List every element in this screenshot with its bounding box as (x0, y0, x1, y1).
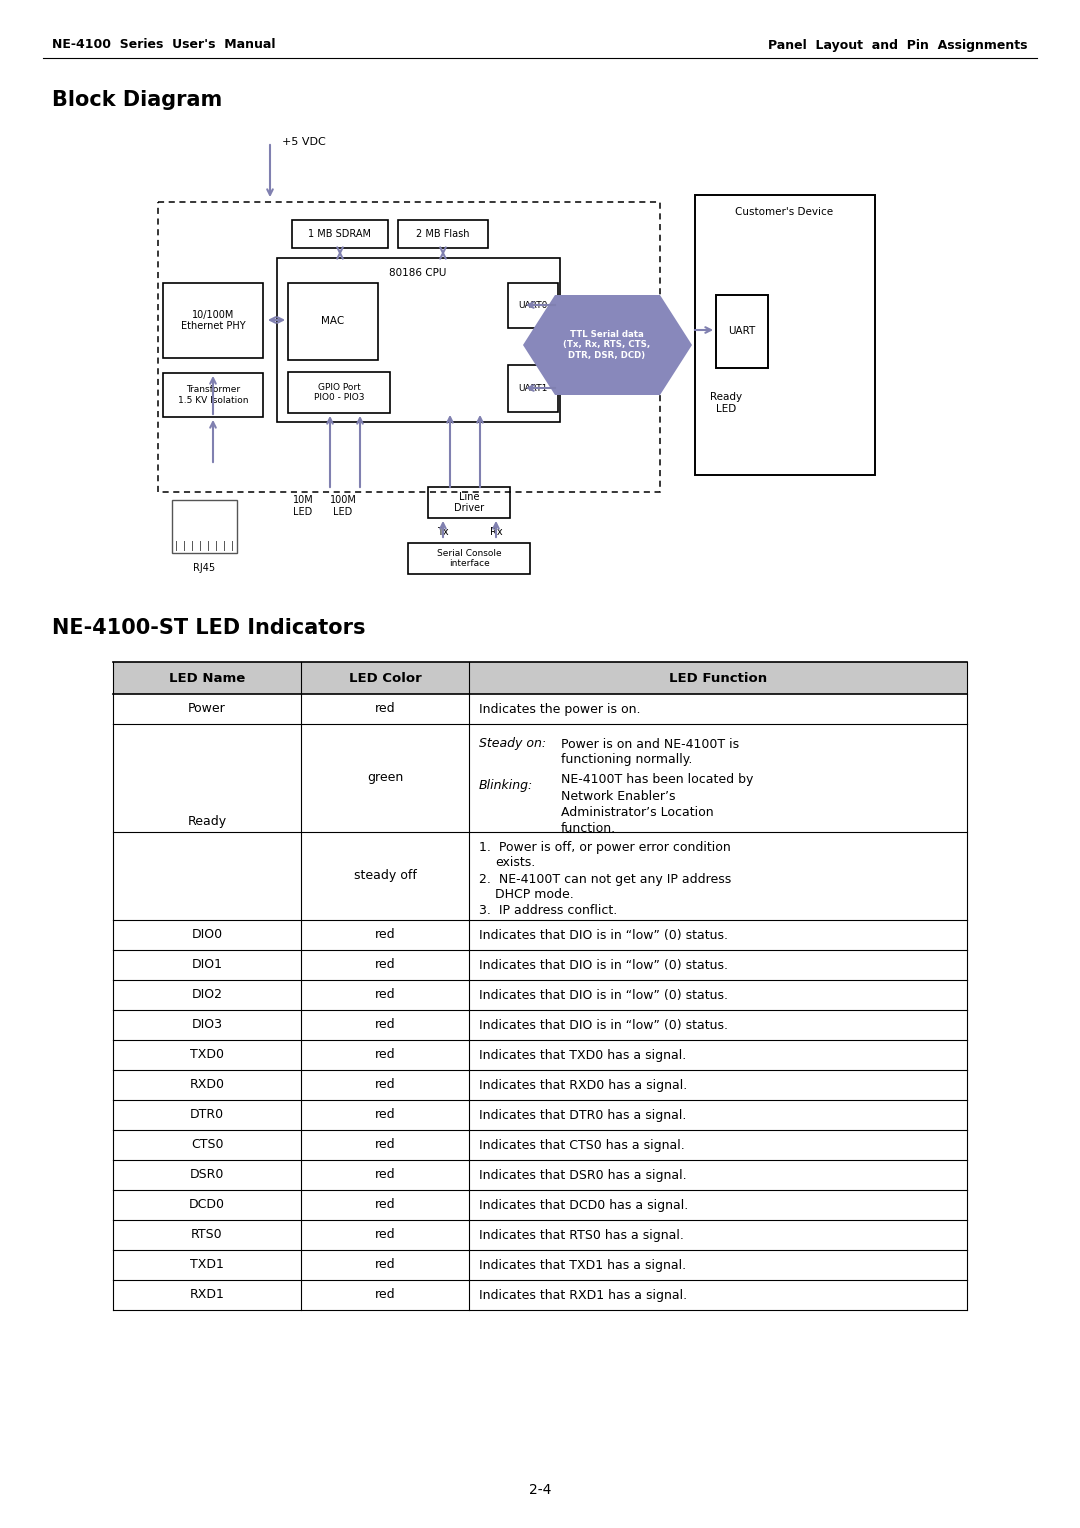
Text: Indicates that RXD1 has a signal.: Indicates that RXD1 has a signal. (480, 1288, 687, 1302)
Text: Indicates that RXD0 has a signal.: Indicates that RXD0 has a signal. (480, 1079, 687, 1091)
Text: Administrator’s Location: Administrator’s Location (561, 805, 714, 819)
Text: +5 VDC: +5 VDC (282, 138, 326, 147)
Text: DIO3: DIO3 (191, 1019, 222, 1031)
Text: Indicates that TXD0 has a signal.: Indicates that TXD0 has a signal. (480, 1048, 686, 1062)
Text: TXD0: TXD0 (190, 1048, 224, 1062)
Text: RJ45: RJ45 (193, 562, 216, 573)
Text: RTS0: RTS0 (191, 1229, 222, 1241)
Text: Transformer
1.5 KV Isolation: Transformer 1.5 KV Isolation (178, 385, 248, 405)
Text: Indicates that DIO is in “low” (0) status.: Indicates that DIO is in “low” (0) statu… (480, 958, 728, 972)
Text: Block Diagram: Block Diagram (52, 90, 222, 110)
Text: red: red (375, 1048, 395, 1062)
Text: DCD0: DCD0 (189, 1198, 225, 1212)
Text: Indicates that DIO is in “low” (0) status.: Indicates that DIO is in “low” (0) statu… (480, 989, 728, 1001)
Text: DTR0: DTR0 (190, 1108, 224, 1122)
Text: 100M
LED: 100M LED (329, 495, 356, 516)
Text: LED Function: LED Function (669, 671, 767, 685)
Text: Steady on:: Steady on: (480, 738, 546, 750)
Text: MAC: MAC (322, 316, 345, 327)
Text: NE-4100T has been located by: NE-4100T has been located by (561, 773, 754, 787)
Text: red: red (375, 1019, 395, 1031)
Text: DIO2: DIO2 (191, 989, 222, 1001)
Text: Panel  Layout  and  Pin  Assignments: Panel Layout and Pin Assignments (769, 38, 1028, 52)
Text: green: green (367, 772, 403, 784)
Polygon shape (523, 295, 692, 396)
Text: DSR0: DSR0 (190, 1169, 225, 1181)
Text: Indicates that DSR0 has a signal.: Indicates that DSR0 has a signal. (480, 1169, 687, 1181)
Text: 2.  NE-4100T can not get any IP address: 2. NE-4100T can not get any IP address (480, 874, 731, 886)
Text: Serial Console
interface: Serial Console interface (436, 549, 501, 568)
Text: 3.  IP address conflict.: 3. IP address conflict. (480, 903, 618, 917)
Text: 80186 CPU: 80186 CPU (389, 267, 447, 278)
Text: Indicates the power is on.: Indicates the power is on. (480, 703, 640, 715)
Text: Indicates that TXD1 has a signal.: Indicates that TXD1 has a signal. (480, 1259, 686, 1271)
Text: Network Enabler’s: Network Enabler’s (561, 790, 675, 802)
Text: Power: Power (188, 703, 226, 715)
Text: NE-4100  Series  User's  Manual: NE-4100 Series User's Manual (52, 38, 275, 52)
Text: DIO0: DIO0 (191, 929, 222, 941)
Text: 10M
LED: 10M LED (293, 495, 313, 516)
Text: NE-4100-ST LED Indicators: NE-4100-ST LED Indicators (52, 617, 365, 639)
Text: Rx: Rx (489, 527, 502, 536)
Text: Indicates that DTR0 has a signal.: Indicates that DTR0 has a signal. (480, 1108, 687, 1122)
Text: Indicates that RTS0 has a signal.: Indicates that RTS0 has a signal. (480, 1229, 684, 1241)
Text: 2-4: 2-4 (529, 1484, 551, 1497)
Text: Indicates that DIO is in “low” (0) status.: Indicates that DIO is in “low” (0) statu… (480, 1019, 728, 1031)
Text: red: red (375, 1288, 395, 1302)
Text: Line
Driver: Line Driver (454, 492, 484, 513)
Text: CTS0: CTS0 (191, 1138, 224, 1152)
Text: exists.: exists. (495, 856, 536, 868)
Text: TTL Serial data
(Tx, Rx, RTS, CTS,
DTR, DSR, DCD): TTL Serial data (Tx, Rx, RTS, CTS, DTR, … (564, 330, 650, 361)
Text: 1.  Power is off, or power error condition: 1. Power is off, or power error conditio… (480, 842, 731, 854)
Text: red: red (375, 703, 395, 715)
Text: red: red (375, 1079, 395, 1091)
Text: steady off: steady off (353, 869, 417, 883)
Text: LED Name: LED Name (168, 671, 245, 685)
Text: DIO1: DIO1 (191, 958, 222, 972)
Text: red: red (375, 958, 395, 972)
Text: GPIO Port
PIO0 - PIO3: GPIO Port PIO0 - PIO3 (314, 384, 364, 402)
Text: Ready: Ready (188, 816, 227, 828)
Text: red: red (375, 989, 395, 1001)
Text: red: red (375, 1108, 395, 1122)
Text: Indicates that DIO is in “low” (0) status.: Indicates that DIO is in “low” (0) statu… (480, 929, 728, 941)
Text: Power is on and NE-4100T is: Power is on and NE-4100T is (561, 738, 739, 750)
Text: red: red (375, 1198, 395, 1212)
Text: 1 MB SDRAM: 1 MB SDRAM (309, 229, 372, 238)
Text: function.: function. (561, 822, 616, 834)
Text: TXD1: TXD1 (190, 1259, 224, 1271)
Text: Ready
LED: Ready LED (710, 393, 742, 414)
Text: UART1: UART1 (518, 384, 548, 393)
Text: LED Color: LED Color (349, 671, 421, 685)
Text: Customer's Device: Customer's Device (734, 206, 833, 217)
Text: 10/100M
Ethernet PHY: 10/100M Ethernet PHY (180, 310, 245, 332)
Text: Blinking:: Blinking: (480, 779, 534, 793)
Text: DHCP mode.: DHCP mode. (495, 888, 573, 900)
Text: red: red (375, 929, 395, 941)
Text: 2 MB Flash: 2 MB Flash (416, 229, 470, 238)
Text: red: red (375, 1229, 395, 1241)
Text: Tx: Tx (437, 527, 449, 536)
Text: RXD1: RXD1 (190, 1288, 225, 1302)
Text: Indicates that DCD0 has a signal.: Indicates that DCD0 has a signal. (480, 1198, 688, 1212)
Bar (113, 662, 967, 694)
Text: UART: UART (728, 327, 756, 336)
Text: red: red (375, 1259, 395, 1271)
Text: UART0: UART0 (518, 301, 548, 310)
Text: red: red (375, 1138, 395, 1152)
Text: red: red (375, 1169, 395, 1181)
Text: RXD0: RXD0 (189, 1079, 225, 1091)
Text: functioning normally.: functioning normally. (561, 753, 692, 767)
Text: Indicates that CTS0 has a signal.: Indicates that CTS0 has a signal. (480, 1138, 685, 1152)
